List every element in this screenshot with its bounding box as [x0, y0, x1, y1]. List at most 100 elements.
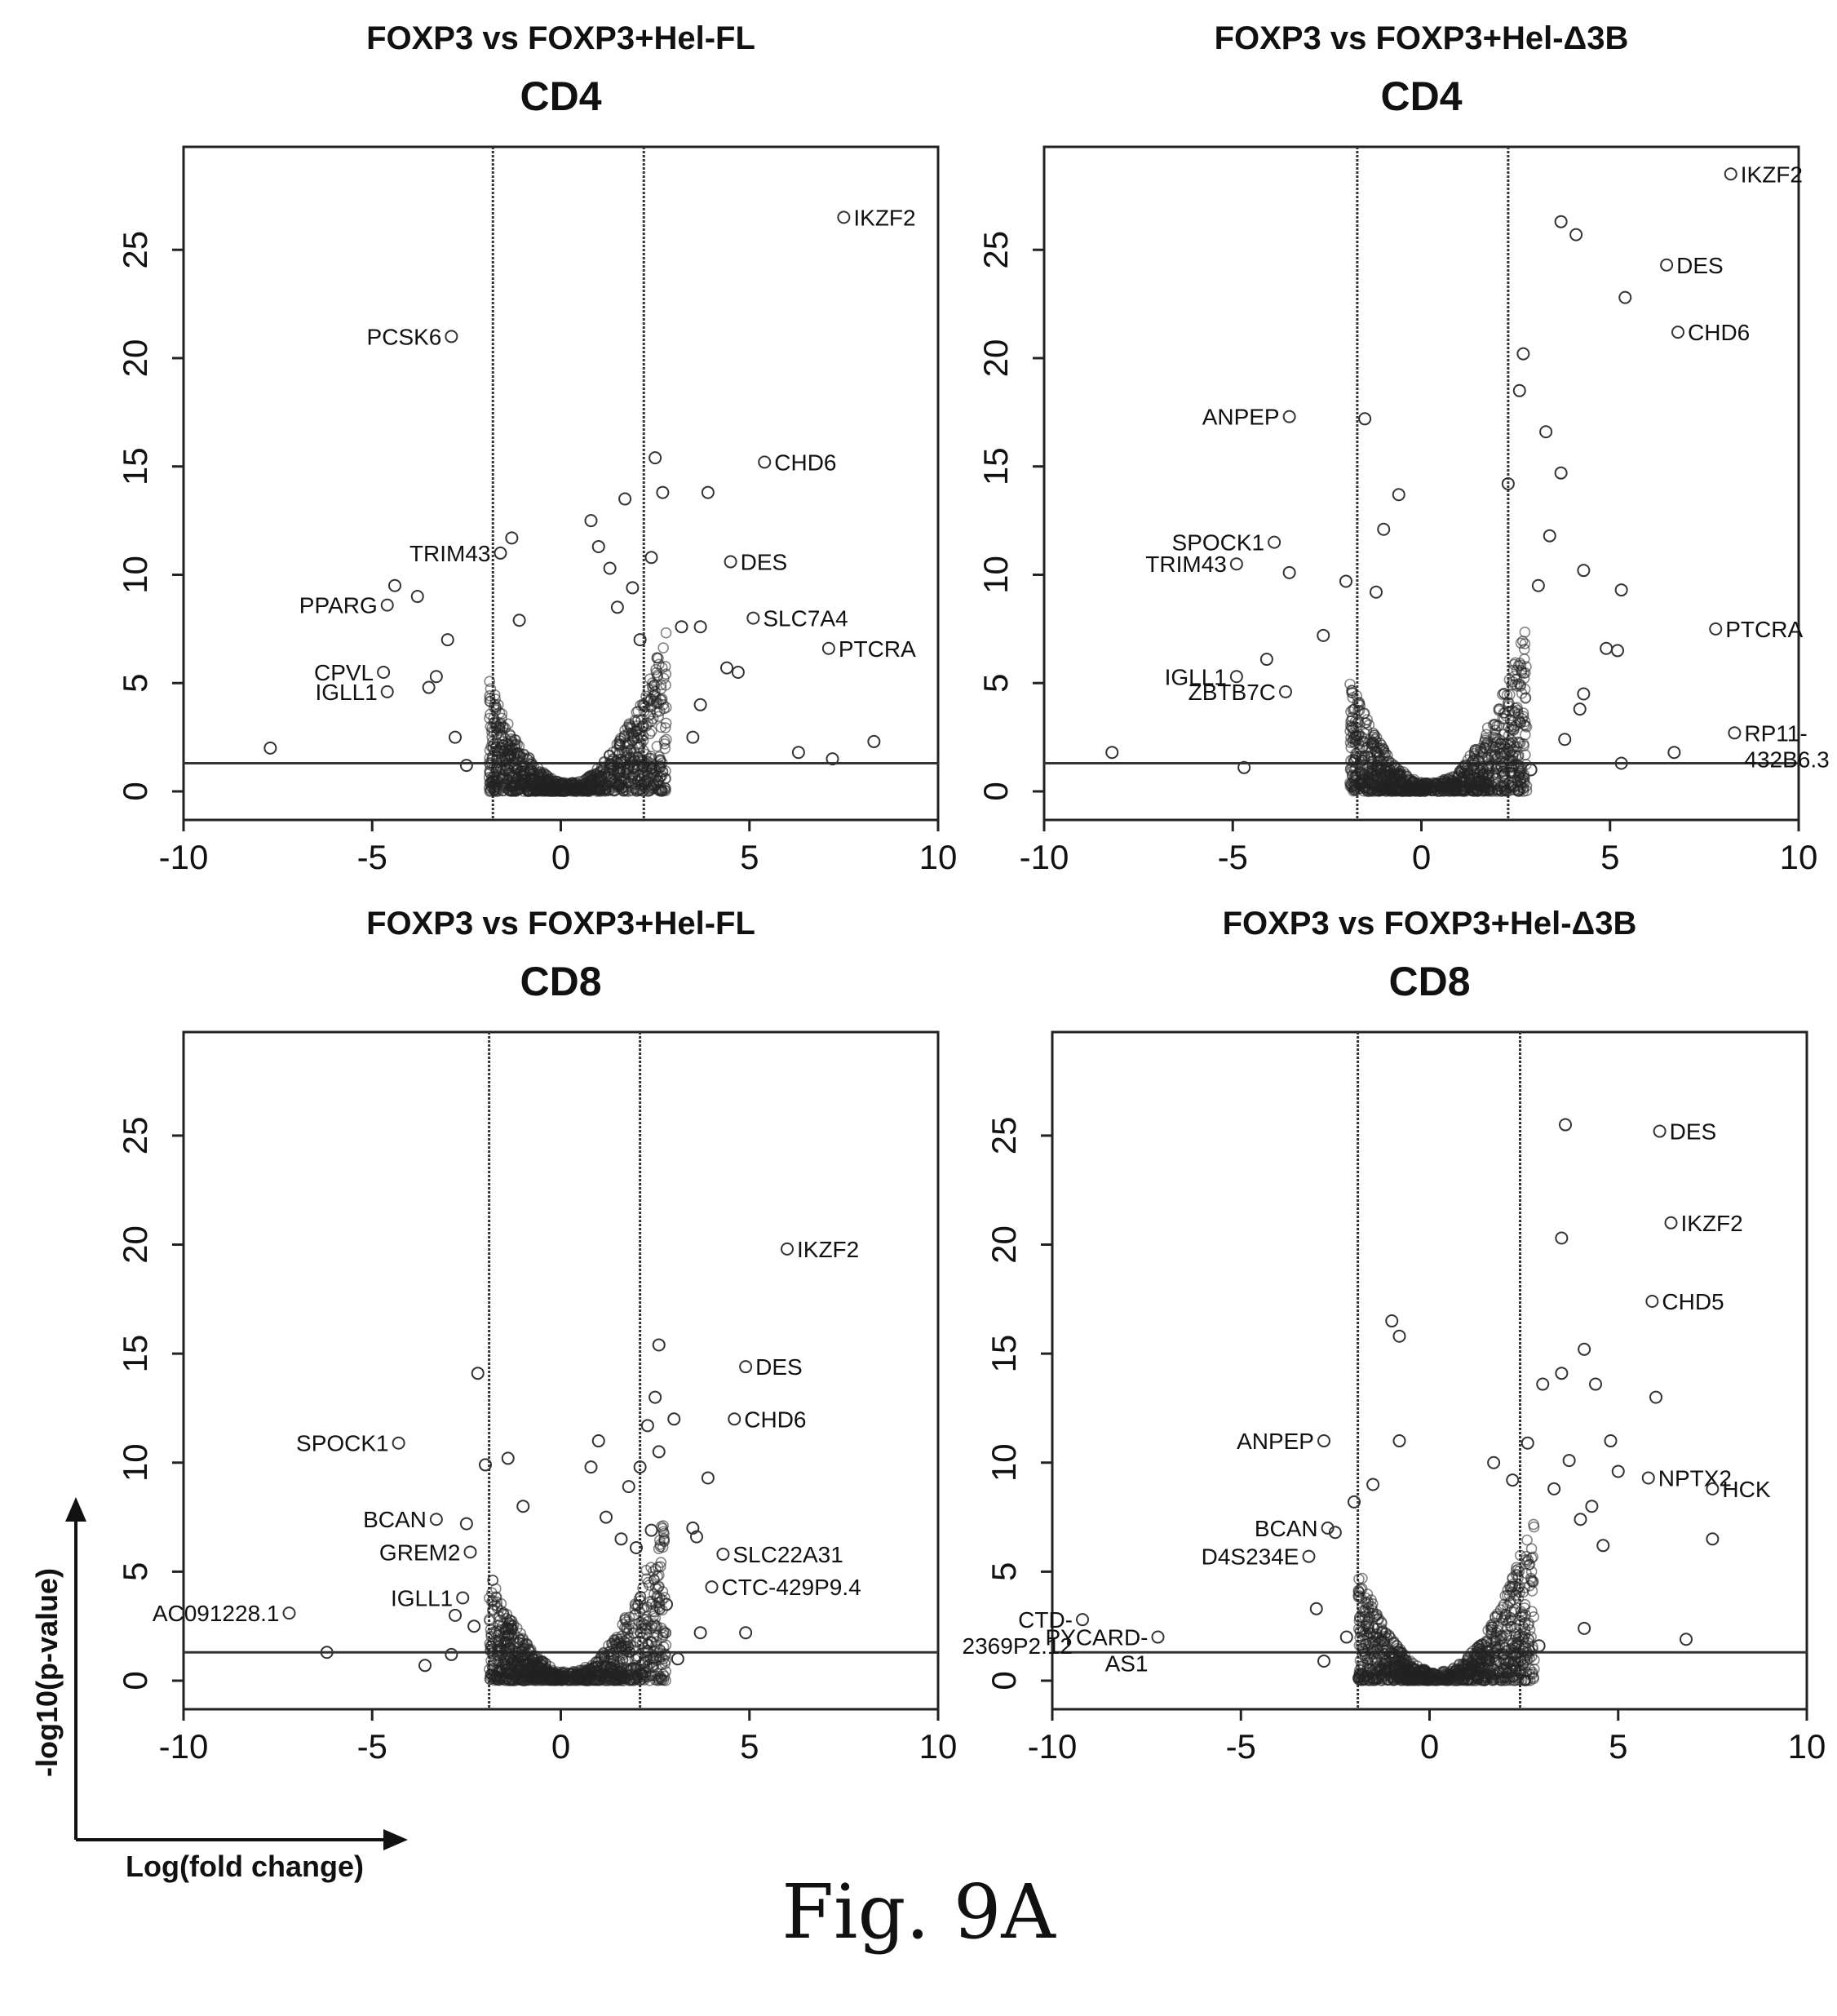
background-point: [662, 628, 671, 638]
gene-label-line: BCAN: [1255, 1516, 1318, 1541]
y-tick-label: 20: [116, 339, 154, 378]
data-point: [868, 736, 879, 747]
gene-label-line: SLC7A4: [763, 606, 848, 631]
gene-label-line: D4S234E: [1202, 1544, 1299, 1570]
gene-label-line: PCSK6: [367, 324, 442, 349]
gene-label-line: CHD6: [1688, 320, 1750, 345]
data-point: [676, 621, 688, 632]
data-point: [517, 1500, 529, 1512]
labeled-data-point: [781, 1243, 793, 1255]
y-tick-label: 10: [985, 1443, 1023, 1482]
labeled-data-point: [1654, 1126, 1666, 1137]
y-tick-label: 0: [116, 1671, 154, 1690]
data-point: [593, 1435, 604, 1447]
y-tick-label: 0: [116, 782, 154, 800]
labeled-data-point: [725, 556, 737, 568]
data-point: [593, 541, 604, 552]
gene-label-line: ZBTB7C: [1189, 680, 1276, 705]
data-point: [1540, 426, 1551, 437]
gene-label: TRIM43: [409, 541, 491, 566]
data-point: [1537, 1379, 1548, 1390]
gene-label-line: ANPEP: [1237, 1429, 1314, 1454]
gene-label: IKZF2: [853, 205, 915, 230]
y-tick-label: 15: [116, 447, 154, 485]
gene-label-line: HCK: [1722, 1477, 1770, 1502]
plot-frame: [1044, 147, 1799, 820]
data-point: [264, 742, 276, 754]
labeled-data-point: [445, 330, 457, 342]
data-point: [1590, 1379, 1601, 1390]
panel-cd4-hel-d3b: FOXP3 vs FOXP3+Hel-Δ3BCD4-10 -5 0 5 10051015…: [976, 20, 1830, 876]
data-point: [502, 1452, 514, 1464]
data-point: [1284, 567, 1295, 578]
data-point: [445, 1649, 457, 1660]
gene-label: IGLL1: [391, 1585, 453, 1611]
data-point: [1578, 1344, 1590, 1355]
data-point: [1668, 747, 1680, 758]
x-tick-label: 10: [1788, 1727, 1826, 1766]
gene-label: SLC7A4: [763, 606, 848, 631]
y-tick-label: 5: [985, 1562, 1023, 1581]
labeled-data-point: [1284, 411, 1295, 423]
y-tick-label: 5: [116, 674, 154, 693]
labeled-data-point: [284, 1607, 295, 1619]
x-tick-label: 5: [1609, 1727, 1627, 1766]
gene-label-line: PYCARD-: [1045, 1625, 1148, 1650]
labeled-data-point: [1643, 1472, 1654, 1483]
gene-label-line: CTC-429P9.4: [722, 1575, 861, 1600]
data-point: [687, 732, 698, 743]
gene-label-line: PTCRA: [839, 636, 916, 662]
gene-label: DES: [755, 1354, 803, 1380]
data-point: [1514, 385, 1525, 397]
chart-subtitle: CD8: [1388, 959, 1470, 1004]
labeled-data-point: [1077, 1614, 1088, 1625]
gene-label: PCSK6: [367, 324, 442, 349]
gene-label-line: CHD6: [774, 450, 836, 475]
data-point: [657, 487, 668, 498]
gene-label-line: IKZF2: [853, 205, 915, 230]
x-tick-label: -5: [357, 1727, 387, 1766]
data-point: [1394, 1435, 1405, 1447]
x-tick-label: 0: [551, 1727, 570, 1766]
labeled-data-point: [1672, 326, 1684, 338]
data-point: [1517, 348, 1529, 360]
data-point: [793, 747, 804, 758]
y-tick-label: 20: [976, 339, 1015, 378]
volcano-point-cloud: [1353, 1519, 1539, 1686]
data-point: [1311, 1603, 1322, 1615]
gene-label-line: PTCRA: [1725, 617, 1803, 642]
data-point: [1367, 1478, 1379, 1490]
gene-label-line: IGLL1: [315, 680, 377, 705]
gene-label-line: DES: [1676, 253, 1724, 278]
data-point: [1706, 1533, 1718, 1544]
data-point: [1394, 1331, 1405, 1342]
gene-label: IKZF2: [1741, 162, 1803, 187]
data-point: [468, 1620, 480, 1632]
labeled-data-point: [1268, 537, 1280, 548]
y-tick-label: 20: [985, 1225, 1023, 1264]
panel-cd4-hel-fl: FOXP3 vs FOXP3+Hel-FLCD4-10 -5 0 5 100510152…: [116, 20, 957, 876]
data-point: [1619, 292, 1631, 304]
gene-label: PTCRA: [1725, 617, 1803, 642]
labeled-data-point: [747, 613, 759, 624]
data-point: [695, 621, 706, 632]
labeled-data-point: [382, 686, 393, 698]
labeled-data-point: [1646, 1296, 1658, 1307]
gene-label: PTCRA: [839, 636, 916, 662]
data-point: [423, 682, 435, 693]
gene-label: IKZF2: [1681, 1211, 1743, 1236]
data-point: [1612, 645, 1623, 656]
gene-label: CTC-429P9.4: [722, 1575, 861, 1600]
labeled-data-point: [457, 1592, 468, 1603]
data-point: [1548, 1483, 1560, 1495]
labeled-data-point: [728, 1413, 740, 1424]
gene-label: TRIM43: [1145, 552, 1227, 577]
x-tick-label: 10: [919, 838, 958, 876]
gene-label: D4S234E: [1202, 1544, 1299, 1570]
gene-label: RP11-432B6.3: [1744, 720, 1829, 772]
labeled-data-point: [378, 667, 389, 678]
data-point: [1616, 584, 1627, 596]
gene-label: CHD6: [774, 450, 836, 475]
data-point: [702, 487, 714, 498]
